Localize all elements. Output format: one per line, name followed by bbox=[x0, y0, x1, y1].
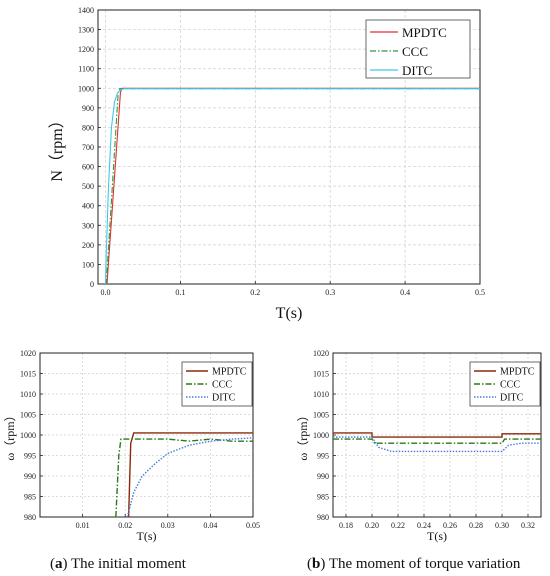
y-tick-label: 0 bbox=[90, 280, 94, 289]
y-tick-label: 1000 bbox=[78, 84, 94, 93]
y-tick-label: 500 bbox=[82, 182, 94, 191]
y-tick-label: 980 bbox=[24, 513, 36, 522]
legend-label-ccc: CCC bbox=[212, 380, 232, 391]
y-tick-label: 1020 bbox=[313, 349, 329, 358]
series-group bbox=[333, 432, 541, 453]
y-tick-label: 300 bbox=[82, 221, 94, 230]
y-tick-label: 980 bbox=[317, 513, 329, 522]
y-axis-label: N（rpm） bbox=[48, 112, 66, 181]
legend-label-mpdtc: MPDTC bbox=[402, 25, 447, 40]
x-tick-label: 0.22 bbox=[391, 521, 405, 530]
legend: MPDTC CCC DITC bbox=[365, 19, 471, 79]
x-tick-label: 0.04 bbox=[203, 521, 217, 530]
y-tick-label: 985 bbox=[317, 493, 329, 502]
caption-a: (a) The initial moment bbox=[50, 556, 186, 572]
series-line-ditc bbox=[333, 436, 541, 453]
series-line-ditc bbox=[104, 88, 480, 284]
x-tick-label: 0.03 bbox=[161, 521, 175, 530]
chart-1: 0.01 0.02 0.03 0.04 0.05 980 985 990 995 1000 1005… bbox=[3, 349, 260, 543]
y-tick-label: 1020 bbox=[20, 349, 36, 358]
y-tick-label: 1000 bbox=[313, 431, 329, 440]
x-tick-label: 0.5 bbox=[475, 288, 485, 297]
x-tick-label: 0.32 bbox=[521, 521, 535, 530]
x-tick-label: 0.0 bbox=[100, 288, 110, 297]
y-tick-label: 1200 bbox=[78, 45, 94, 54]
y-axis-label: ω（rpm） bbox=[296, 409, 310, 460]
caption-b: (b) The moment of torque variation bbox=[307, 556, 521, 572]
x-tick-label: 0.28 bbox=[469, 521, 483, 530]
x-tick-label: 0.3 bbox=[325, 288, 335, 297]
y-tick-label: 200 bbox=[82, 241, 94, 250]
y-tick-label: 400 bbox=[82, 202, 94, 211]
y-tick-label: 1015 bbox=[20, 370, 36, 379]
y-tick-label: 990 bbox=[24, 472, 36, 481]
y-tick-label: 600 bbox=[82, 163, 94, 172]
series-group bbox=[115, 432, 253, 517]
y-tick-label: 990 bbox=[317, 472, 329, 481]
x-tick-label: 0.1 bbox=[175, 288, 185, 297]
y-tick-label: 100 bbox=[82, 260, 94, 269]
y-tick-label: 1100 bbox=[78, 65, 94, 74]
legend-label-ditc: DITC bbox=[500, 393, 524, 404]
y-tick-label: 1300 bbox=[78, 26, 94, 35]
x-tick-label: 0.2 bbox=[250, 288, 260, 297]
x-axis-label: T(s) bbox=[276, 305, 303, 322]
x-tick-label: 0.02 bbox=[118, 521, 132, 530]
x-tick-label: 0.26 bbox=[443, 521, 457, 530]
legend: MPDTC CCC DITC bbox=[469, 361, 541, 407]
series-line-ditc bbox=[126, 437, 253, 517]
series-group bbox=[104, 87, 480, 284]
y-tick-label: 1005 bbox=[20, 411, 36, 420]
chart-2: 0.18 0.20 0.22 0.24 0.26 0.28 0.30 0.32 980 985 99… bbox=[296, 349, 542, 543]
y-axis-label: ω（rpm） bbox=[3, 409, 17, 460]
legend-label-ccc: CCC bbox=[500, 380, 520, 391]
x-tick-label: 0.05 bbox=[246, 521, 260, 530]
x-tick-label: 0.24 bbox=[417, 521, 431, 530]
y-tick-label: 800 bbox=[82, 123, 94, 132]
y-tick-label: 985 bbox=[24, 493, 36, 502]
series-line-mpdtc bbox=[127, 432, 253, 517]
y-tick-label: 1010 bbox=[313, 390, 329, 399]
series-line-mpdtc bbox=[333, 432, 541, 438]
grid bbox=[333, 352, 541, 518]
legend-label-ditc: DITC bbox=[212, 393, 236, 404]
legend-label-mpdtc: MPDTC bbox=[500, 367, 535, 378]
x-tick-label: 0.20 bbox=[365, 521, 379, 530]
chart-0: 0.0 0.1 0.2 0.3 0.4 0.5 0 100 200 300 400 500 600 700… bbox=[48, 6, 485, 322]
x-axis-label: T(s) bbox=[427, 529, 447, 543]
x-tick-label: 0.18 bbox=[339, 521, 353, 530]
y-tick-label: 900 bbox=[82, 104, 94, 113]
series-line-ccc bbox=[115, 438, 253, 517]
y-tick-label: 700 bbox=[82, 143, 94, 152]
x-tick-label: 0.4 bbox=[400, 288, 410, 297]
legend-label-ditc: DITC bbox=[402, 63, 432, 78]
x-axis-label: T(s) bbox=[137, 529, 157, 543]
y-tick-label: 995 bbox=[24, 452, 36, 461]
legend-label-ccc: CCC bbox=[402, 44, 428, 59]
y-tick-label: 995 bbox=[317, 452, 329, 461]
y-tick-label: 1000 bbox=[20, 431, 36, 440]
x-tick-label: 0.30 bbox=[495, 521, 509, 530]
legend: MPDTC CCC DITC bbox=[181, 361, 253, 407]
y-tick-label: 1005 bbox=[313, 411, 329, 420]
legend-label-mpdtc: MPDTC bbox=[212, 367, 247, 378]
x-tick-label: 0.01 bbox=[76, 521, 90, 530]
y-tick-label: 1010 bbox=[20, 390, 36, 399]
y-tick-label: 1015 bbox=[313, 370, 329, 379]
y-tick-label: 1400 bbox=[78, 6, 94, 15]
series-line-ccc bbox=[333, 438, 541, 444]
